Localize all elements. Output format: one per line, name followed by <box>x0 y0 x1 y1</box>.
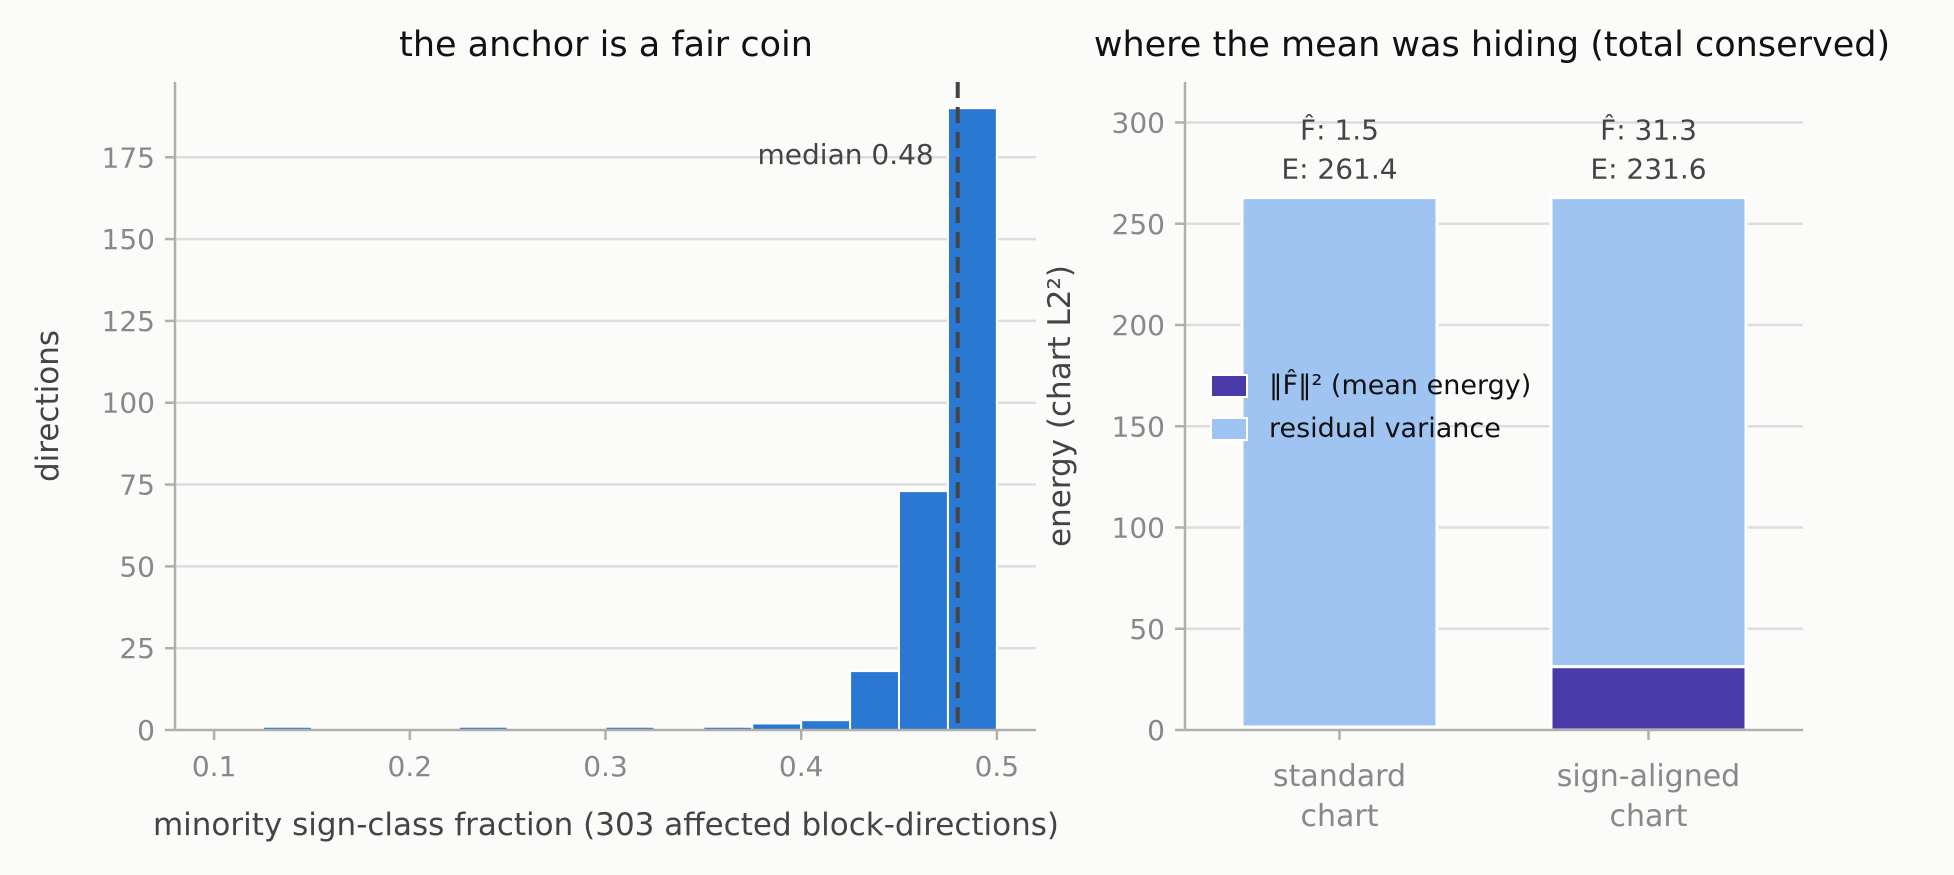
y-tick-label: 50 <box>119 550 155 583</box>
histogram-bar <box>849 670 901 731</box>
energy-axes <box>1183 82 1803 732</box>
legend-label: ‖F̂‖² (mean energy) <box>1269 369 1531 401</box>
y-tick-label: 300 <box>1112 107 1165 140</box>
x-tick-label: 0.3 <box>583 750 628 783</box>
category-label: chart <box>1610 799 1688 834</box>
y-tick-label: 150 <box>102 223 155 256</box>
histogram-bar <box>898 490 949 731</box>
y-tick-label: 200 <box>1112 309 1165 342</box>
y-tick-label: 25 <box>119 632 155 665</box>
histogram-x-axis-label: minority sign-class fraction (303 affect… <box>153 807 1059 843</box>
bar-annotation: E: 261.4 <box>1281 153 1397 186</box>
legend-swatch <box>1210 374 1248 398</box>
histogram-gridlines <box>175 156 1036 650</box>
energy-bars <box>1240 196 1748 732</box>
legend-swatch <box>1210 417 1248 441</box>
y-tick-label: 150 <box>1112 410 1165 443</box>
y-tick-label: 125 <box>102 305 155 338</box>
energy-panel: where the mean was hiding (total conserv… <box>1042 25 1890 834</box>
energy-y-ticks: 0 50 100 150 200 250 300 <box>1112 107 1185 747</box>
y-tick-label: 250 <box>1112 208 1165 241</box>
y-tick-label: 175 <box>102 141 155 174</box>
x-tick-label: 0.2 <box>388 750 433 783</box>
histogram-bar <box>946 107 998 731</box>
residual-variance-segment <box>1549 196 1748 669</box>
energy-bar-annotations: F̂: 1.5 E: 261.4 F̂: 31.3 E: 231.6 <box>1281 114 1706 186</box>
y-tick-label: 0 <box>137 714 155 747</box>
y-tick-label: 0 <box>1147 714 1165 747</box>
histogram-y-axis-label: directions <box>30 330 66 482</box>
histogram-x-ticks: 0.1 0.2 0.3 0.4 0.5 <box>192 730 1019 783</box>
y-tick-label: 100 <box>1112 512 1165 545</box>
x-tick-label: 0.1 <box>192 750 237 783</box>
histogram-bars <box>262 107 998 732</box>
histogram-bar <box>800 719 852 732</box>
x-tick-label: 0.4 <box>779 750 824 783</box>
energy-legend: ‖F̂‖² (mean energy) residual variance <box>1210 369 1531 444</box>
bar-annotation: F̂: 1.5 <box>1300 114 1379 147</box>
y-tick-label: 50 <box>1129 613 1165 646</box>
bar-annotation: E: 231.6 <box>1590 153 1706 186</box>
y-tick-label: 75 <box>119 469 155 502</box>
histogram-title: the anchor is a fair coin <box>399 25 813 65</box>
category-label: standard <box>1273 759 1406 794</box>
histogram-panel: the anchor is a fair coin 0 25 50 75 100 125 1… <box>30 25 1059 843</box>
histogram-y-ticks: 0 25 50 75 100 125 150 175 <box>102 141 175 747</box>
energy-y-axis-label: energy (chart L2²) <box>1042 265 1078 547</box>
x-tick-label: 0.5 <box>975 750 1020 783</box>
bar-annotation: F̂: 31.3 <box>1600 114 1697 147</box>
energy-x-ticks: standard chart sign-aligned chart <box>1273 730 1740 834</box>
median-label: median 0.48 <box>758 138 934 171</box>
legend-label: residual variance <box>1269 413 1501 444</box>
residual-variance-segment <box>1240 196 1439 729</box>
category-label: chart <box>1301 799 1379 834</box>
energy-title: where the mean was hiding (total conserv… <box>1094 25 1890 65</box>
mean-energy-segment <box>1549 665 1748 732</box>
category-label: sign-aligned <box>1557 759 1740 794</box>
y-tick-label: 100 <box>102 387 155 420</box>
